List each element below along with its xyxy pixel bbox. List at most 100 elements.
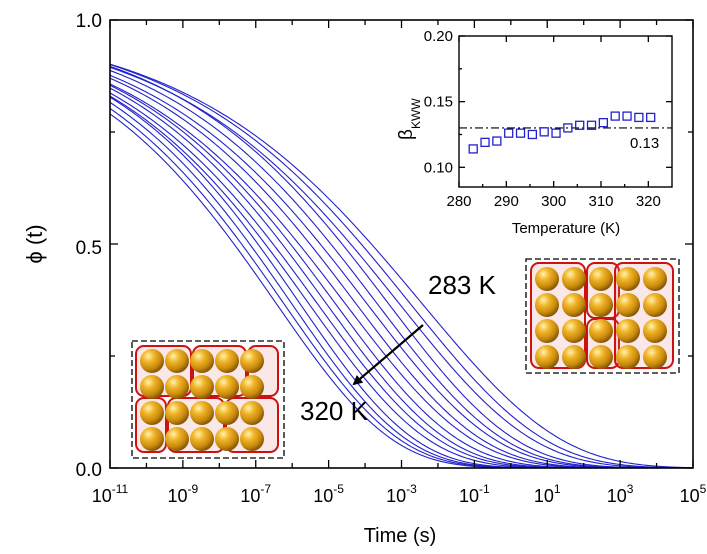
nanoparticle <box>140 401 164 425</box>
x-tick-label: 10-11 <box>92 482 129 506</box>
x-tick-label: 10-7 <box>240 482 271 506</box>
nanoparticle <box>535 345 559 369</box>
temperature-arrow <box>352 324 424 386</box>
nanoparticle <box>643 267 667 291</box>
inset-y-tick-label: 0.15 <box>424 94 453 111</box>
x-tick-label: 103 <box>607 482 634 506</box>
nanoparticle <box>562 345 586 369</box>
nanoparticle <box>643 345 667 369</box>
nanoparticle <box>140 375 164 399</box>
inset-data-point <box>527 129 538 140</box>
series-line-320K <box>110 113 693 468</box>
inset-x-tick-label: 320 <box>636 193 661 210</box>
nanoparticle <box>643 319 667 343</box>
nanoparticle <box>589 345 613 369</box>
inset-data-point <box>610 111 620 121</box>
inset-data-point <box>515 128 526 138</box>
series-line-313K <box>110 96 693 468</box>
series-line-318K <box>110 107 693 468</box>
y-axis-title: ϕ (t) <box>22 224 47 263</box>
x-tick-label: 101 <box>534 482 561 506</box>
nanoparticle <box>589 267 613 291</box>
nanoparticle <box>215 349 239 373</box>
nanoparticle <box>240 427 264 451</box>
inset-data-point <box>646 112 656 123</box>
inset-data-point <box>598 118 609 128</box>
x-tick-label: 105 <box>680 482 707 506</box>
nanoparticle-cluster-illustration-right <box>525 258 680 374</box>
inset-data-point <box>504 128 514 138</box>
inset-data-point <box>551 128 561 138</box>
inset-markers <box>468 111 656 154</box>
nanoparticle <box>190 427 214 451</box>
nanoparticle <box>240 375 264 399</box>
nanoparticle <box>562 293 586 317</box>
inset-data-point <box>480 137 490 148</box>
nanoparticle-cluster-illustration-left <box>131 340 285 459</box>
nanoparticle <box>215 401 239 425</box>
inset-data-point <box>586 120 597 130</box>
nanoparticle <box>140 349 164 373</box>
y-tick-label: 0.5 <box>76 238 102 259</box>
curve-group <box>110 63 693 468</box>
nanoparticle <box>215 427 239 451</box>
inset-data-point <box>575 120 585 130</box>
inset-y-axis-subscript: KWW <box>409 98 423 129</box>
series-line-310K <box>110 95 693 468</box>
nanoparticle <box>190 375 214 399</box>
inset-y-tick-label: 0.20 <box>424 28 453 45</box>
inset-data-point <box>492 136 502 146</box>
x-tick-label: 10-5 <box>313 482 344 506</box>
inset-x-tick-label: 290 <box>494 193 519 210</box>
series-line-286K <box>110 64 693 468</box>
y-tick-label: 0.0 <box>76 460 102 481</box>
series-line-288K <box>110 66 693 468</box>
nanoparticle <box>589 319 613 343</box>
nanoparticle <box>535 267 559 291</box>
nanoparticle <box>616 345 640 369</box>
nanoparticle <box>190 349 214 373</box>
nanoparticle <box>165 375 189 399</box>
inset-y-tick-label: 0.10 <box>424 159 453 176</box>
nanoparticle <box>140 427 164 451</box>
inset-data-point <box>468 144 478 154</box>
x-tick-labels: 10-11 10-9 10-7 10-5 10-3 10-1 101 103 105 <box>92 482 707 506</box>
inset-data-point <box>634 112 644 123</box>
inset-y-axis-title: β KWW <box>396 98 423 140</box>
main-ticks <box>109 19 694 469</box>
series-line-316K <box>110 101 693 468</box>
nanoparticle <box>562 319 586 343</box>
nanoparticle <box>535 293 559 317</box>
nanoparticle <box>215 375 239 399</box>
x-tick-label: 10-3 <box>386 482 417 506</box>
x-tick-label: 10-1 <box>459 482 490 506</box>
annotation-283K: 283 K <box>428 270 497 300</box>
nanoparticle <box>165 401 189 425</box>
inset-x-tick-label: 300 <box>541 193 566 210</box>
inset-x-tick-label: 280 <box>446 193 471 210</box>
x-axis-title: Time (s) <box>364 525 437 547</box>
nanoparticle <box>562 267 586 291</box>
inset-x-tick-label: 310 <box>588 193 613 210</box>
inset-plot-frame <box>458 35 673 188</box>
series-line-283K <box>110 63 693 468</box>
nanoparticle <box>165 427 189 451</box>
inset-x-axis-title: Temperature (K) <box>512 220 620 237</box>
inset-data-point <box>539 127 549 137</box>
inset-ticks: 280 290 300 310 320 0.10 0.15 0.20 <box>424 28 672 210</box>
annotation-320K: 320 K <box>300 396 369 426</box>
nanoparticle <box>190 401 214 425</box>
reference-line-label: 0.13 <box>630 135 659 152</box>
inset-data-point <box>622 111 632 121</box>
nanoparticle <box>240 401 264 425</box>
inset-y-axis-symbol: β <box>396 129 417 140</box>
nanoparticle <box>616 319 640 343</box>
nanoparticle <box>616 267 640 291</box>
nanoparticle <box>616 293 640 317</box>
nanoparticle <box>589 293 613 317</box>
inset-data-point <box>563 123 573 133</box>
nanoparticle <box>643 293 667 317</box>
nanoparticle <box>535 319 559 343</box>
